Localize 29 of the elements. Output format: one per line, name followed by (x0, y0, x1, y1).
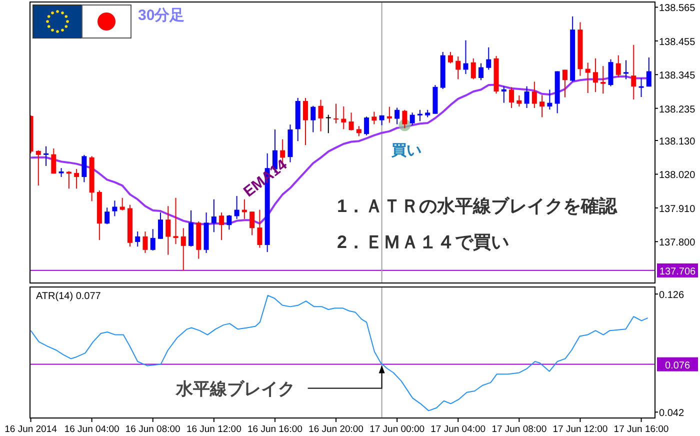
x-tick-label: 16 Jun 2014 (4, 424, 57, 435)
y-tick-label: 138.345 (659, 70, 696, 82)
x-tick-label: 16 Jun 20:00 (308, 424, 364, 435)
y-tick-label: 138.130 (659, 136, 696, 148)
x-tick-label: 16 Jun 16:00 (247, 424, 302, 435)
ref-line-label: 137.706 (659, 266, 696, 278)
x-tick-label: 16 Jun 12:00 (186, 424, 242, 435)
x-tick-label: 17 Jun 16:00 (614, 424, 669, 435)
x-tick-label: 17 Jun 04:00 (430, 424, 486, 435)
x-tick-label: 17 Jun 12:00 (552, 424, 608, 435)
y-tick-label: 138.565 (659, 3, 696, 14)
y-tick-label: 138.455 (659, 36, 696, 48)
y-tick-label: 138.020 (659, 170, 696, 182)
x-tick-label: 16 Jun 04:00 (64, 424, 120, 435)
chart-title: ATR(14) 0.077 (36, 291, 102, 302)
y-tick-label: 0.042 (659, 408, 684, 420)
annotation: 1．ＡＴＲの水平線ブレイクを確認 (337, 196, 618, 216)
y-tick-label: 0.126 (659, 290, 684, 302)
y-tick-label: 137.800 (659, 238, 696, 249)
y-tick-label: 138.235 (659, 104, 696, 116)
x-tick-label: 17 Jun 00:00 (370, 424, 425, 435)
annotation: 水平線ブレイク (174, 379, 295, 398)
x-tick-label: 16 Jun 08:00 (125, 424, 180, 435)
x-tick-label: 17 Jun 08:00 (492, 424, 547, 435)
annotation: 2．ＥＭＡ１４で買い (337, 232, 510, 252)
annotation: 30分足 (138, 7, 185, 24)
y-tick-label: 137.910 (659, 204, 696, 215)
annotation: 買い (390, 142, 422, 160)
ref-line-label: 0.076 (664, 360, 690, 372)
